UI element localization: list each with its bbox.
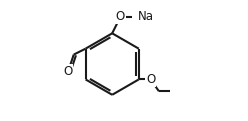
Text: O: O: [116, 10, 125, 23]
Text: O: O: [63, 65, 72, 78]
Text: Na: Na: [138, 10, 154, 23]
Text: O: O: [146, 73, 155, 86]
